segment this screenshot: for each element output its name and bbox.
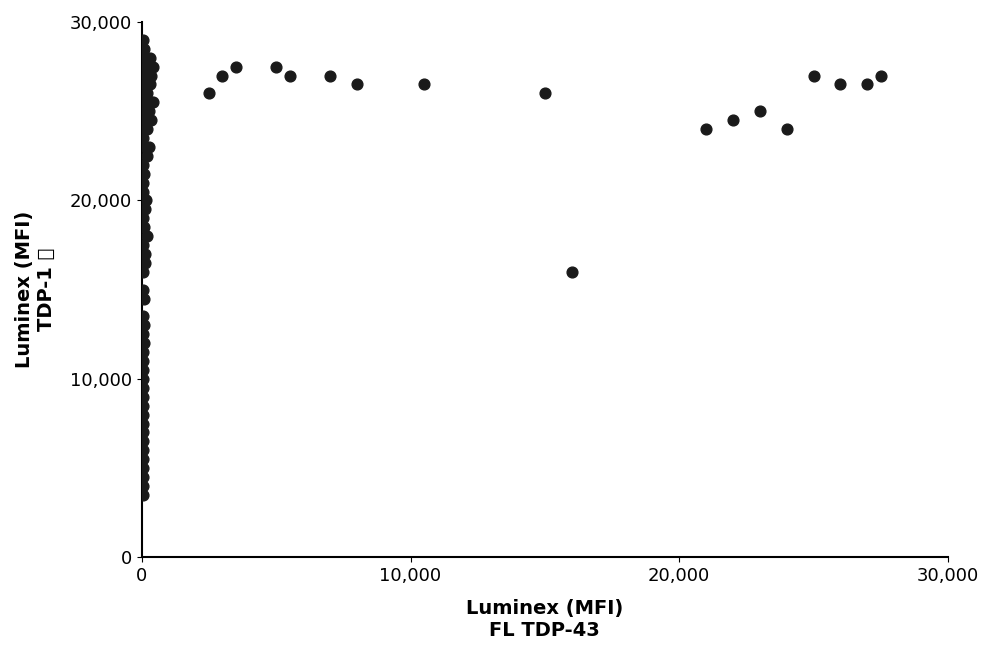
Point bbox=[139, 88, 155, 99]
Point bbox=[136, 168, 152, 179]
Point bbox=[135, 374, 151, 384]
Point bbox=[136, 43, 152, 54]
Point bbox=[135, 365, 151, 375]
Point bbox=[135, 409, 151, 420]
Point bbox=[805, 70, 821, 81]
Point bbox=[135, 311, 151, 322]
Point bbox=[135, 267, 151, 277]
Point bbox=[135, 240, 151, 250]
Point bbox=[136, 124, 152, 134]
Point bbox=[140, 141, 156, 152]
Point bbox=[138, 115, 154, 125]
Point bbox=[136, 106, 152, 117]
Point bbox=[135, 463, 151, 474]
Point bbox=[137, 62, 153, 72]
Point bbox=[832, 79, 848, 90]
Point bbox=[136, 320, 152, 331]
Point bbox=[281, 70, 297, 81]
Point bbox=[135, 79, 151, 90]
Point bbox=[135, 284, 151, 295]
Point bbox=[136, 195, 152, 206]
Point bbox=[142, 79, 158, 90]
Point bbox=[143, 115, 159, 125]
Point bbox=[698, 124, 714, 134]
Point bbox=[139, 124, 155, 134]
Point bbox=[135, 472, 151, 482]
Point bbox=[140, 62, 156, 72]
Point bbox=[349, 79, 365, 90]
Point bbox=[138, 195, 154, 206]
Point bbox=[135, 481, 151, 491]
Point bbox=[135, 178, 151, 188]
Point bbox=[135, 115, 151, 125]
Point bbox=[135, 356, 151, 366]
Point bbox=[140, 106, 156, 117]
Point bbox=[725, 115, 741, 125]
Point bbox=[142, 52, 158, 63]
Point bbox=[135, 160, 151, 170]
Point bbox=[268, 62, 284, 72]
Point bbox=[145, 97, 161, 107]
Point bbox=[751, 106, 767, 117]
Point bbox=[778, 124, 794, 134]
Point bbox=[136, 257, 152, 268]
Point bbox=[135, 186, 151, 196]
Point bbox=[135, 133, 151, 143]
Point bbox=[145, 62, 161, 72]
Point bbox=[138, 70, 154, 81]
Point bbox=[135, 329, 151, 339]
Point bbox=[143, 70, 159, 81]
Point bbox=[135, 445, 151, 455]
Point bbox=[860, 79, 876, 90]
X-axis label: Luminex (MFI)
FL TDP-43: Luminex (MFI) FL TDP-43 bbox=[466, 599, 623, 640]
Point bbox=[135, 383, 151, 393]
Point bbox=[322, 70, 338, 81]
Point bbox=[136, 338, 152, 348]
Point bbox=[416, 79, 432, 90]
Point bbox=[201, 88, 217, 99]
Point bbox=[228, 62, 244, 72]
Y-axis label: Luminex (MFI)
TDP-1 汐: Luminex (MFI) TDP-1 汐 bbox=[15, 211, 56, 368]
Point bbox=[135, 419, 151, 429]
Point bbox=[138, 97, 154, 107]
Point bbox=[135, 392, 151, 402]
Point bbox=[135, 347, 151, 358]
Point bbox=[135, 454, 151, 464]
Point bbox=[135, 490, 151, 500]
Point bbox=[135, 35, 151, 45]
Point bbox=[136, 52, 152, 63]
Point bbox=[215, 70, 231, 81]
Point bbox=[143, 97, 159, 107]
Point bbox=[136, 249, 152, 259]
Point bbox=[139, 231, 155, 242]
Point bbox=[873, 70, 889, 81]
Point bbox=[135, 427, 151, 438]
Point bbox=[136, 88, 152, 99]
Point bbox=[135, 213, 151, 223]
Point bbox=[139, 151, 155, 161]
Point bbox=[139, 52, 155, 63]
Point bbox=[564, 267, 580, 277]
Point bbox=[137, 204, 153, 215]
Point bbox=[135, 400, 151, 411]
Point bbox=[537, 88, 553, 99]
Point bbox=[136, 293, 152, 304]
Point bbox=[135, 436, 151, 447]
Point bbox=[136, 222, 152, 233]
Point bbox=[136, 141, 152, 152]
